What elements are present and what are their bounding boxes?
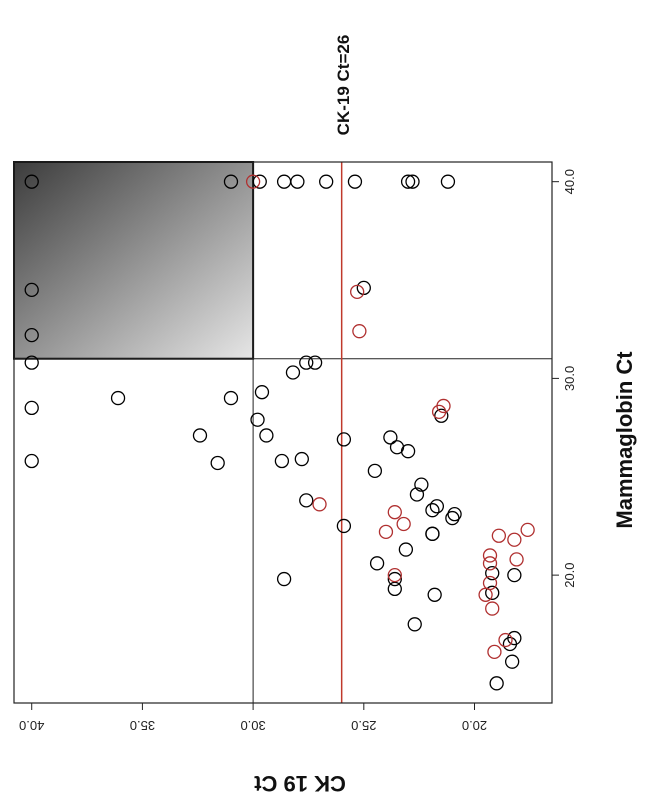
data-point [387,571,402,587]
y-tick-label: 35.0 [130,718,155,733]
data-point [110,390,126,406]
x-axis-title: Mammaglobin Ct [612,351,637,529]
data-point [276,571,292,587]
data-point [409,487,425,502]
data-point [299,493,314,508]
data-point [350,284,365,299]
data-point [478,587,493,602]
y-axis-title: CK 19 Ct [253,771,345,796]
x-tick-label: 30.0 [562,366,577,391]
data-point [367,463,383,479]
data-point [387,567,402,583]
data-point [24,453,39,469]
data-point [429,499,445,514]
plot-frame [13,161,553,704]
data-point [485,585,500,600]
data-point [425,526,440,541]
data-point [24,400,39,416]
data-point [482,548,498,563]
data-point [502,636,518,652]
data-point [312,497,327,512]
data-point [414,477,429,492]
data-point [24,174,39,189]
data-point [378,524,394,539]
data-point [440,174,456,189]
data-point [509,552,524,567]
data-point [485,566,500,581]
data-point [434,408,449,423]
data-point [24,327,39,343]
data-point [407,617,422,632]
data-point [520,522,535,538]
shaded-region [13,161,255,360]
data-point [24,355,39,370]
data-point [347,174,363,189]
data-point [389,440,405,455]
data-point [405,174,420,189]
data-point [447,506,462,522]
data-point [498,632,513,648]
data-point [396,516,411,532]
data-point [489,676,504,691]
data-point [223,174,239,189]
data-point [387,581,402,597]
y-tick-label: 25.0 [351,718,376,733]
data-point [431,404,447,419]
data-point [252,174,267,189]
data-point [285,365,301,380]
data-point [427,587,442,602]
data-point [254,385,270,400]
x-tick-label: 40.0 [562,169,577,194]
x-tick-label: 20.0 [562,562,577,587]
data-point [24,282,39,298]
data-point [504,654,520,669]
data-point [336,518,352,534]
data-point [290,174,305,189]
data-point [445,510,460,526]
data-point [274,453,290,469]
y-tick-label: 20.0 [462,718,487,733]
data-point [487,644,502,660]
data-point [425,503,440,518]
data-point [485,601,500,616]
data-point [336,432,352,447]
y-tick-label: 40.0 [19,718,44,733]
threshold-label: CK-19 Ct=26 [334,35,353,136]
data-point [352,324,367,339]
data-point [192,428,208,443]
y-tick-label: 30.0 [240,718,265,733]
data-point [398,542,414,557]
data-point [245,174,261,189]
data-point [491,528,507,543]
data-point [482,575,498,591]
data-point [307,355,323,370]
data-point [319,174,334,189]
data-point [299,355,314,370]
data-point [276,174,292,189]
data-point [259,428,274,443]
data-point [482,556,498,571]
data-point [400,174,416,189]
data-point [250,412,265,427]
data-point [294,451,309,467]
data-point [369,556,385,571]
data-point [507,567,522,583]
data-point [223,390,239,406]
data-point [507,532,522,547]
data-point [210,455,225,471]
data-point [383,430,398,445]
data-point [387,505,402,520]
